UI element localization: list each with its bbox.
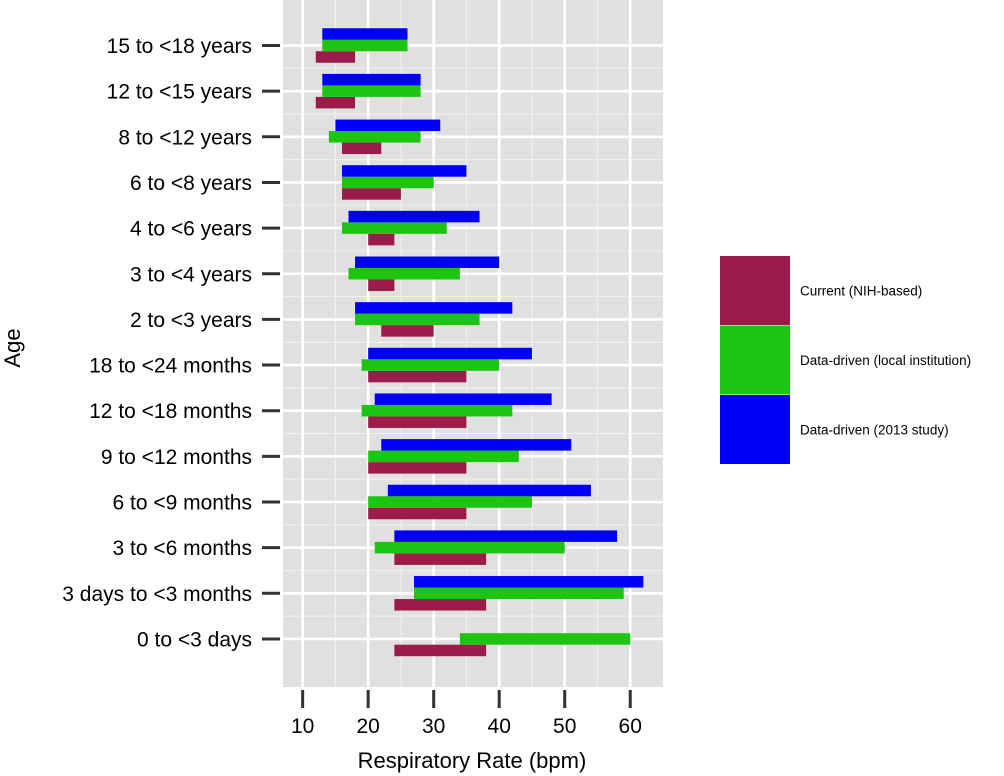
x-tick-label: 40 xyxy=(488,715,511,738)
y-tick-label: 6 to <8 years xyxy=(130,172,252,195)
bar-local xyxy=(459,633,631,645)
legend-label: Data-driven (2013 study) xyxy=(800,423,949,438)
legend-key xyxy=(720,325,790,395)
bar-current xyxy=(394,599,487,611)
x-tick-label: 60 xyxy=(619,715,642,738)
y-tick-label: 6 to <9 months xyxy=(112,492,252,515)
bar-current xyxy=(368,370,467,383)
bar-current xyxy=(315,51,356,63)
y-axis-title: Age xyxy=(0,328,25,367)
x-axis-title: Respiratory Rate (bpm) xyxy=(358,748,587,773)
bar-current xyxy=(341,142,382,155)
y-tick-label: 3 to <4 years xyxy=(130,263,252,286)
bar-current xyxy=(368,462,467,474)
grid-minor xyxy=(283,0,663,687)
bar-local xyxy=(374,541,565,554)
y-tick-label: 4 to <6 years xyxy=(130,218,252,241)
bar-current xyxy=(368,279,395,291)
x-tick-label: 50 xyxy=(553,715,576,738)
legend-key xyxy=(720,256,790,325)
bar-current xyxy=(394,644,487,657)
bar-local xyxy=(348,268,460,280)
y-tick-label: 3 to <6 months xyxy=(112,537,252,560)
y-tick-label: 0 to <3 days xyxy=(137,628,252,651)
x-tick-label: 30 xyxy=(422,715,445,738)
y-tick-label: 15 to <18 years xyxy=(107,35,252,58)
y-tick-label: 8 to <12 years xyxy=(118,126,252,149)
x-tick-label: 20 xyxy=(356,715,379,738)
bar-local xyxy=(322,85,421,97)
legend-key xyxy=(720,395,790,464)
bar-local xyxy=(368,496,532,508)
x-axis: 10 20 30 40 50 60 xyxy=(291,690,642,738)
bar-study2013 xyxy=(387,484,591,497)
bar-local xyxy=(361,359,500,371)
bar-study2013 xyxy=(394,530,618,542)
y-tick-label: 3 days to <3 months xyxy=(62,583,252,606)
bar-study2013 xyxy=(322,73,421,86)
y-tick-label: 18 to <24 months xyxy=(89,355,252,378)
bar-current xyxy=(341,188,401,200)
x-tick-label: 10 xyxy=(291,715,314,738)
bar-local xyxy=(414,587,624,600)
bar-study2013 xyxy=(335,119,441,132)
y-tick-label: 2 to <3 years xyxy=(130,309,252,332)
bar-current xyxy=(315,96,356,109)
bar-study2013 xyxy=(341,165,467,177)
bar-study2013 xyxy=(414,576,644,588)
bar-current xyxy=(368,416,467,428)
y-tick-label: 12 to <15 years xyxy=(107,81,252,104)
legend-label: Data-driven (local institution) xyxy=(800,353,971,368)
bar-study2013 xyxy=(381,439,572,451)
bar-study2013 xyxy=(355,256,500,268)
bar-current xyxy=(368,233,395,246)
bar-study2013 xyxy=(322,28,408,40)
bar-current xyxy=(368,507,467,520)
bar-study2013 xyxy=(374,393,552,405)
bar-local xyxy=(368,450,519,463)
bar-local xyxy=(355,313,480,326)
bar-current xyxy=(394,553,487,565)
bar-local xyxy=(322,39,408,52)
y-tick-label: 9 to <12 months xyxy=(101,446,252,469)
bar-local xyxy=(341,222,447,234)
bar-study2013 xyxy=(355,302,513,314)
bar-local xyxy=(328,131,421,143)
y-tick-label: 12 to <18 months xyxy=(89,400,252,423)
bar-study2013 xyxy=(368,347,532,360)
bar-study2013 xyxy=(348,210,480,223)
bar-current xyxy=(381,325,434,337)
legend-label: Current (NIH-based) xyxy=(800,284,922,299)
y-axis: 15 to <18 years 12 to <15 years 8 to <12 y… xyxy=(62,35,280,651)
bar-local xyxy=(341,176,434,189)
bars xyxy=(315,28,644,657)
legend: Current (NIH-based) Data-driven (local in… xyxy=(720,256,971,464)
bar-local xyxy=(361,404,513,417)
